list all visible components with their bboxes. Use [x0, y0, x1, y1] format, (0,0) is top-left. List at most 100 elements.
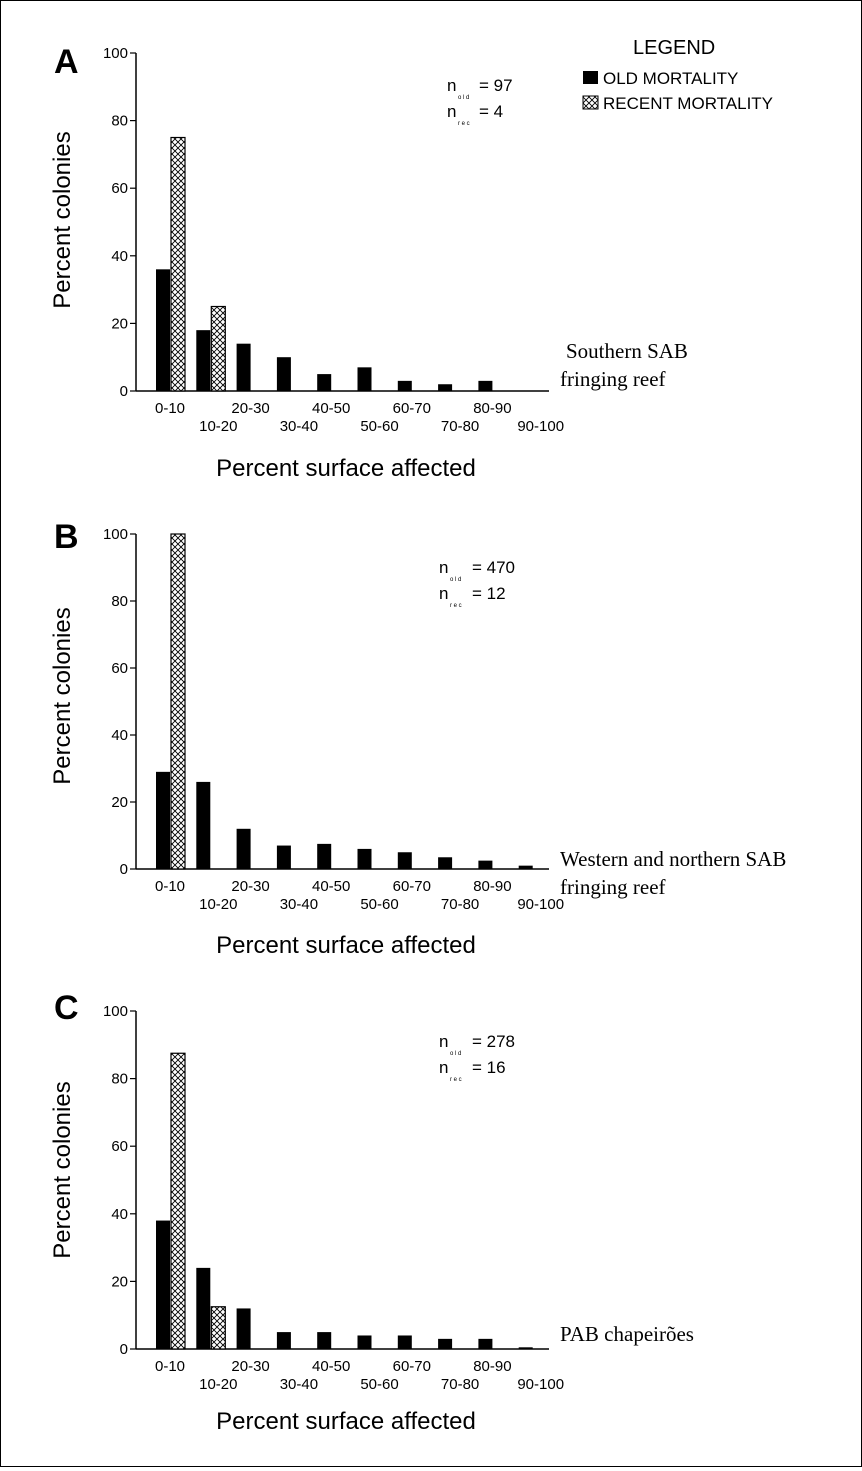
bar-old-mortality — [236, 828, 251, 869]
n-rec-subscript: r e c — [458, 121, 470, 127]
bar-old-mortality — [478, 380, 493, 391]
x-tick-label: 70-80 — [441, 896, 479, 913]
x-tick-label: 40-50 — [312, 878, 350, 895]
x-tick-label: 10-20 — [199, 896, 237, 913]
bar-old-mortality — [236, 1308, 251, 1349]
n-rec-value: = 16 — [472, 1058, 506, 1077]
x-tick-label: 90-100 — [517, 896, 564, 913]
y-axis-label: Percent colonies — [49, 1081, 76, 1258]
x-axis-label: Percent surface affected — [216, 932, 476, 959]
bar-old-mortality — [156, 269, 170, 391]
y-tick-label: 0 — [120, 1341, 128, 1358]
y-tick-label: 60 — [111, 660, 128, 677]
bar-recent-mortality — [170, 533, 186, 870]
bar-old-mortality — [317, 843, 332, 869]
n-rec-label: n — [439, 584, 448, 603]
x-tick-label: 50-60 — [360, 418, 398, 435]
y-tick-label: 100 — [103, 526, 128, 543]
site-label-line2: fringing reef — [560, 875, 666, 899]
n-old-value: = 97 — [479, 76, 513, 95]
x-tick-label: 60-70 — [393, 878, 431, 895]
x-tick-label: 40-50 — [312, 400, 350, 417]
x-tick-label: 80-90 — [473, 1358, 511, 1375]
panel-letter: C — [54, 989, 79, 1027]
x-tick-label: 80-90 — [473, 878, 511, 895]
n-old-subscript: o l d — [450, 577, 461, 583]
y-axis-label: Percent colonies — [49, 607, 76, 784]
x-tick-label: 50-60 — [360, 1376, 398, 1393]
n-old-subscript: o l d — [458, 95, 469, 101]
bar-old-mortality — [397, 1335, 412, 1349]
n-old-label: n — [439, 558, 448, 577]
n-rec-value: = 12 — [472, 584, 506, 603]
bar-old-mortality — [518, 865, 533, 869]
n-old-subscript: o l d — [450, 1051, 461, 1057]
bar-old-mortality — [196, 1267, 211, 1349]
x-tick-label: 0-10 — [155, 878, 185, 895]
bar-recent-mortality — [170, 1052, 186, 1350]
y-tick-label: 40 — [111, 1206, 128, 1223]
x-tick-label: 30-40 — [280, 1376, 318, 1393]
panel-a: A Percent colonies Percent surface affec… — [49, 43, 688, 482]
y-tick-label: 0 — [120, 383, 128, 400]
legend-swatch-recent — [582, 95, 599, 110]
y-tick-label: 80 — [111, 593, 128, 610]
x-tick-label: 30-40 — [280, 896, 318, 913]
site-label-line2: fringing reef — [560, 367, 666, 391]
x-tick-label: 50-60 — [360, 896, 398, 913]
y-tick-label: 20 — [111, 1273, 128, 1290]
n-rec-subscript: r e c — [450, 603, 462, 609]
bar-recent-mortality — [210, 305, 226, 392]
bar-old-mortality — [317, 374, 332, 391]
x-axis-label: Percent surface affected — [216, 1408, 476, 1435]
y-tick-label: 20 — [111, 794, 128, 811]
n-rec-label: n — [447, 102, 456, 121]
bar-old-mortality — [397, 852, 412, 869]
bar-old-mortality — [478, 860, 493, 869]
x-tick-label: 10-20 — [199, 418, 237, 435]
legend: LEGEND OLD MORTALITY RECENT MORTALITY — [582, 37, 773, 113]
panel-b: B Percent colonies Percent surface affec… — [49, 518, 786, 959]
bar-recent-mortality — [210, 1306, 226, 1350]
panel-letter: A — [54, 43, 79, 81]
bar-old-mortality — [518, 1347, 533, 1349]
x-tick-label: 0-10 — [155, 1358, 185, 1375]
y-tick-label: 40 — [111, 727, 128, 744]
x-axis-label: Percent surface affected — [216, 455, 476, 482]
bar-recent-mortality — [170, 136, 186, 392]
y-tick-label: 60 — [111, 1138, 128, 1155]
x-tick-label: 60-70 — [393, 400, 431, 417]
bar-old-mortality — [317, 1332, 332, 1349]
y-tick-label: 100 — [103, 1003, 128, 1020]
y-axis-label: Percent colonies — [49, 131, 76, 308]
legend-label-recent: RECENT MORTALITY — [603, 94, 773, 113]
panel-letter: B — [54, 518, 79, 556]
x-tick-label: 40-50 — [312, 1358, 350, 1375]
bar-old-mortality — [438, 1338, 453, 1349]
x-tick-label: 20-30 — [231, 400, 269, 417]
bar-old-mortality — [397, 380, 412, 391]
y-tick-label: 40 — [111, 248, 128, 265]
x-tick-label: 90-100 — [517, 418, 564, 435]
bar-old-mortality — [276, 845, 291, 869]
y-tick-label: 20 — [111, 315, 128, 332]
y-tick-label: 60 — [111, 180, 128, 197]
bar-old-mortality — [196, 330, 211, 391]
n-rec-subscript: r e c — [450, 1077, 462, 1083]
n-old-label: n — [447, 76, 456, 95]
y-tick-label: 100 — [103, 45, 128, 62]
x-tick-label: 70-80 — [441, 1376, 479, 1393]
bar-old-mortality — [438, 384, 453, 391]
panel-c: C Percent colonies Percent surface affec… — [49, 989, 694, 1435]
legend-swatch-old — [583, 71, 598, 84]
bar-old-mortality — [438, 857, 453, 869]
n-rec-value: = 4 — [479, 102, 503, 121]
x-tick-label: 80-90 — [473, 400, 511, 417]
legend-label-old: OLD MORTALITY — [603, 69, 738, 88]
n-old-value: = 470 — [472, 558, 515, 577]
x-tick-label: 70-80 — [441, 418, 479, 435]
site-label-line1: PAB chapeirões — [560, 1322, 694, 1346]
bar-old-mortality — [156, 1220, 170, 1349]
bar-old-mortality — [357, 367, 372, 391]
